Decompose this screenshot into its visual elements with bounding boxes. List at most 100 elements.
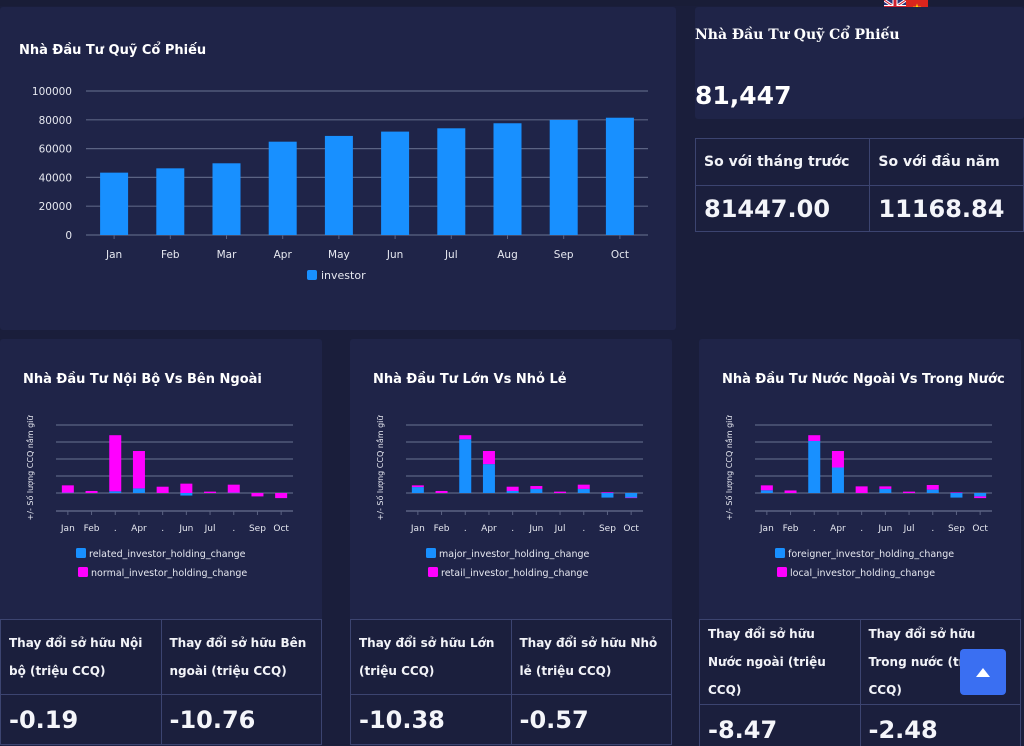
x-tick-label: .: [813, 524, 816, 534]
x-tick-label: Jun: [178, 524, 193, 534]
legend-label: related_investor_holding_change: [89, 549, 246, 560]
bar-segment: [760, 485, 773, 491]
x-tick-label: Jul: [554, 524, 566, 534]
x-tick-label: Oct: [273, 524, 289, 534]
legend-label: investor: [321, 269, 366, 282]
x-tick-label: .: [511, 524, 514, 534]
legend-swatch: [775, 548, 785, 558]
bar-segment: [482, 464, 495, 493]
bar-segment: [411, 487, 424, 493]
bar: [437, 128, 466, 235]
bar-segment: [180, 493, 193, 496]
x-tick-label: Oct: [623, 524, 639, 534]
bar-segment: [855, 486, 868, 493]
summary-header-prev-month: So với tháng trước: [694, 138, 871, 186]
table-value: -0.57: [510, 694, 672, 745]
y-tick-label: 80000: [39, 115, 72, 127]
bar-segment: [831, 451, 844, 468]
bar-segment: [109, 435, 122, 492]
x-tick-label: Jul: [444, 249, 458, 261]
bar-segment: [625, 497, 638, 499]
main-chart-card: Nhà Đầu Tư Quỹ Cổ Phiếu 0 20000 40000 60000…: [0, 7, 676, 330]
legend-label: normal_investor_holding_change: [91, 568, 247, 579]
y-axis-label: +/- Số lượng CCQ nắm giữ: [375, 415, 385, 521]
summary-table: So với tháng trước So với đầu năm 81447.…: [694, 138, 1024, 232]
x-tick-label: .: [232, 524, 235, 534]
table-value: -0.19: [0, 694, 162, 745]
legend-label: major_investor_holding_change: [439, 549, 590, 560]
bar-segment: [227, 484, 240, 493]
bar-segment: [435, 490, 448, 493]
y-tick-label: 40000: [39, 172, 72, 184]
legend-swatch: [428, 567, 438, 577]
bar-segment: [506, 486, 519, 491]
y-tick-label: 20000: [39, 201, 72, 213]
bar-segment: [411, 485, 424, 488]
scroll-to-top-button[interactable]: [960, 649, 1006, 695]
bar: [268, 141, 297, 235]
bar-segment: [577, 484, 590, 489]
bar-segment: [180, 483, 193, 493]
x-tick-label: Apr: [481, 524, 497, 534]
x-tick-label: Sep: [554, 249, 574, 261]
x-tick-label: Jan: [410, 524, 425, 534]
bar-segment: [506, 490, 519, 493]
x-tick-label: Aug: [497, 249, 518, 261]
x-tick-label: Apr: [830, 524, 846, 534]
x-tick-label: Feb: [783, 524, 799, 534]
summary-value-prev-month: 81447.00: [694, 185, 871, 232]
bar: [381, 131, 410, 235]
bar: [100, 172, 129, 235]
card-title: Nhà Đầu Tư Lớn Vs Nhỏ Lẻ: [373, 372, 567, 387]
bar-segment: [974, 493, 987, 497]
major-vs-retail-chart: +/- Số lượng CCQ nắm giữ Jan Feb. Apr. Jun Ju…: [375, 415, 643, 579]
bar: [324, 135, 353, 235]
summary-value: 81,447: [695, 81, 792, 110]
table-header: Thay đổi sở hữu Bên ngoài (triệu CCQ): [160, 619, 322, 695]
legend-swatch: [307, 270, 317, 280]
x-tick-label: Feb: [84, 524, 100, 534]
x-tick-label: Jul: [903, 524, 915, 534]
bar-segment: [156, 486, 169, 493]
bar-segment: [482, 451, 495, 465]
x-tick-label: Apr: [131, 524, 147, 534]
x-tick-label: Jul: [204, 524, 216, 534]
x-tick-label: .: [860, 524, 863, 534]
legend-label: local_investor_holding_change: [790, 568, 935, 579]
card-title: Nhà Đầu Tư Nước Ngoài Vs Trong Nước: [722, 372, 1005, 387]
bar-segment: [109, 491, 122, 493]
x-tick-label: Jun: [528, 524, 543, 534]
bar-segment: [61, 485, 74, 493]
arrow-up-icon: [976, 667, 990, 677]
legend-swatch: [76, 548, 86, 558]
summary-header-year-start: So với đầu năm: [869, 138, 1024, 186]
table-value: -8.47: [699, 704, 861, 746]
bar-segment: [459, 439, 472, 493]
x-tick-label: .: [464, 524, 467, 534]
y-tick-label: 100000: [32, 86, 72, 98]
bar-segment: [950, 493, 963, 498]
x-tick-label: Sep: [948, 524, 965, 534]
x-tick-label: Oct: [972, 524, 988, 534]
table-header: Thay đổi sở hữu Nội bộ (triệu CCQ): [0, 619, 162, 695]
x-tick-label: Sep: [599, 524, 616, 534]
bar: [549, 119, 578, 235]
bar-segment: [760, 490, 773, 493]
y-tick-label: 60000: [39, 144, 72, 156]
main-chart-title: Nhà Đầu Tư Quỹ Cổ Phiếu: [19, 43, 207, 58]
major-vs-retail-table: Thay đổi sở hữu Lớn (triệu CCQ) Thay đổi…: [350, 619, 672, 745]
bar-segment: [903, 491, 916, 493]
bar-segment: [831, 467, 844, 493]
card-title: Nhà Đầu Tư Nội Bộ Vs Bên Ngoài: [23, 372, 262, 387]
x-tick-label: Jun: [877, 524, 892, 534]
foreign-vs-local-chart: +/- Số lượng CCQ nắm giữ Jan Feb. Apr. Jun Ju…: [724, 415, 992, 579]
table-header: Thay đổi sở hữu Nước ngoài (triệu CCQ): [699, 619, 861, 705]
bar-segment: [275, 493, 288, 499]
x-tick-label: Feb: [434, 524, 450, 534]
internal-vs-external-chart: +/- Số lượng CCQ nắm giữ Jan Feb. Apr. Jun Ju…: [25, 415, 293, 579]
x-tick-label: Feb: [161, 249, 180, 261]
x-tick-label: Jan: [60, 524, 75, 534]
investor-bar-chart: 0 20000 40000 60000 80000 100000 Jan Feb Mar Apr M…: [32, 86, 648, 282]
y-axis-label: +/- Số lượng CCQ nắm giữ: [724, 415, 734, 521]
bar-segment: [974, 496, 987, 499]
